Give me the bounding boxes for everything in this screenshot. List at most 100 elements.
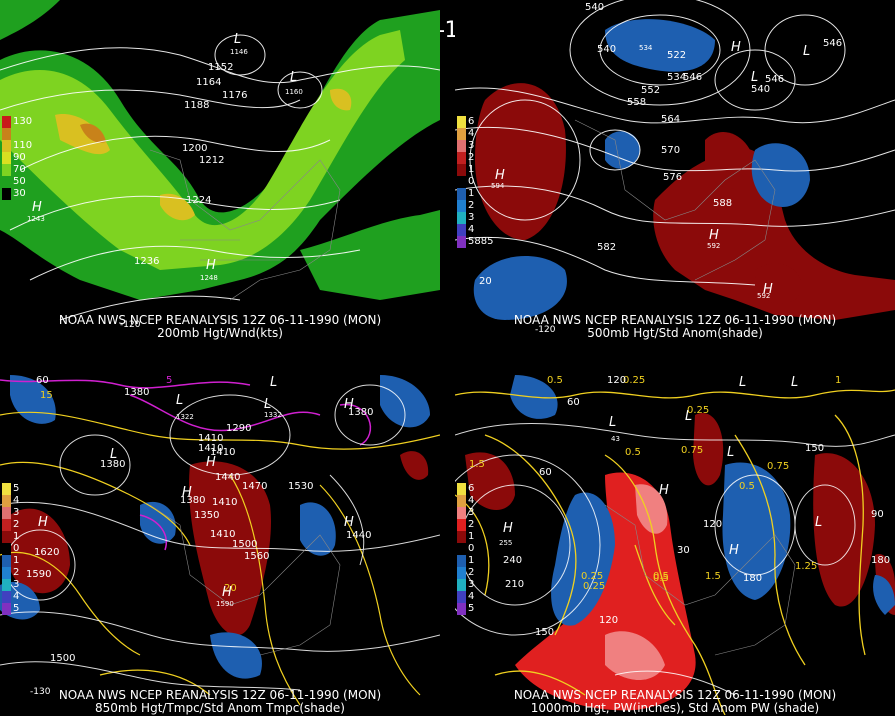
contour-label: 1530 bbox=[288, 481, 314, 492]
high-marker: H bbox=[344, 515, 354, 530]
contour-label: 1188 bbox=[184, 100, 210, 111]
contour-label: 540 bbox=[751, 84, 771, 95]
legend-label: 70 bbox=[13, 164, 26, 175]
legend-swatch bbox=[2, 140, 11, 152]
high-marker: H bbox=[763, 282, 773, 297]
low-marker: L bbox=[815, 515, 823, 530]
contour-label: 1248 bbox=[200, 274, 218, 282]
low-marker: L bbox=[176, 393, 184, 408]
legend-swatch bbox=[2, 591, 11, 603]
contour-label: 1410 bbox=[210, 447, 236, 458]
legend-label: 110 bbox=[13, 140, 33, 151]
legend-swatch bbox=[2, 579, 11, 591]
legend-label: 1 bbox=[13, 555, 20, 566]
contour-label: 1440 bbox=[215, 472, 241, 483]
pw-label: 0.5 bbox=[739, 481, 755, 492]
pw-label: 1 bbox=[835, 375, 842, 386]
map-1000mb bbox=[455, 375, 895, 715]
contour-label: 1380 bbox=[348, 407, 374, 418]
contour-label: 1243 bbox=[27, 215, 45, 223]
contour-label: 1410 bbox=[198, 433, 224, 444]
contour-labels-500mb: 540 540 546 552 558 564 570 576 582 588 … bbox=[455, 0, 895, 340]
legend-swatch bbox=[2, 507, 11, 519]
pw-label: 0.75 bbox=[767, 461, 790, 472]
high-marker: H bbox=[182, 485, 192, 500]
contour-label: 1236 bbox=[134, 256, 160, 267]
low-marker: L bbox=[739, 375, 747, 390]
legend-swatch bbox=[2, 531, 11, 543]
contour-label: 1332 bbox=[264, 411, 282, 419]
legend-swatch bbox=[457, 495, 466, 507]
contour-label: 210 bbox=[505, 579, 525, 590]
legend-label: 5 bbox=[13, 603, 20, 614]
high-marker: H bbox=[206, 258, 216, 273]
contour-label: 1160 bbox=[285, 88, 303, 96]
contour-label: 1380 bbox=[100, 459, 126, 470]
pw-label: 0.25 bbox=[581, 571, 604, 582]
legend-label: 130 bbox=[13, 116, 33, 127]
caption-source: NOAA NWS NCEP REANALYSIS 12Z 06-11-1990 … bbox=[58, 313, 382, 327]
panel-850mb: 5 4 3 2 1 0 1 2 3 4 5 1380 1380 1290 141… bbox=[0, 375, 440, 715]
legend-swatch bbox=[2, 495, 11, 507]
legend-label: 2 bbox=[468, 200, 475, 211]
map-850mb bbox=[0, 375, 440, 706]
map-200mb bbox=[0, 0, 440, 321]
contour-label: 564 bbox=[661, 114, 681, 125]
contour-label: 594 bbox=[491, 182, 505, 190]
legend-swatch bbox=[2, 152, 11, 164]
high-marker: H bbox=[38, 515, 48, 530]
legend-swatch bbox=[2, 164, 11, 176]
legend-label: 3 bbox=[468, 579, 475, 590]
contour-labels-1000mb: 0.5 0.25 0.25 0.5 0.75 1 1.5 0.25 0.5 60… bbox=[455, 375, 895, 715]
low-marker: L bbox=[727, 445, 735, 460]
low-marker: L bbox=[609, 415, 617, 430]
high-marker: H bbox=[495, 168, 505, 183]
legend-label: 0 bbox=[13, 543, 20, 554]
contour-label: 522 bbox=[667, 50, 687, 61]
legend-swatch bbox=[457, 164, 466, 176]
contour-label: 1590 bbox=[216, 600, 234, 608]
legend-swatch bbox=[2, 116, 11, 128]
legend-1000mb: 6 4 3 2 1 0 1 2 3 4 5 bbox=[457, 483, 474, 615]
contour-label: 1200 bbox=[182, 143, 208, 154]
legend-label: 4 bbox=[468, 224, 475, 235]
panel-1000mb-pw: 6 4 3 2 1 0 1 2 3 4 5 0.5 0.25 0.25 0.5 … bbox=[455, 375, 895, 715]
temp-label: 20 bbox=[224, 583, 237, 594]
legend-swatch bbox=[457, 507, 466, 519]
legend-swatch bbox=[2, 519, 11, 531]
high-marker: H bbox=[729, 543, 739, 558]
pw-label: 0.5 bbox=[653, 571, 669, 582]
contour-label: 1410 bbox=[212, 497, 238, 508]
pw-label: 0.25 bbox=[623, 375, 646, 386]
low-marker: L bbox=[264, 397, 272, 412]
pw-label: 0.5 bbox=[625, 447, 641, 458]
contour-label: 60 bbox=[539, 467, 552, 478]
contour-label: 1410 bbox=[210, 529, 236, 540]
longitude-label: -120 bbox=[120, 320, 141, 330]
legend-label: 3 bbox=[468, 212, 475, 223]
legend-swatch bbox=[457, 579, 466, 591]
contour-label: 534 bbox=[639, 44, 653, 52]
legend-label: 5 bbox=[13, 483, 20, 494]
legend-label: 5885 bbox=[468, 236, 494, 247]
contour-label: 20 bbox=[479, 276, 492, 287]
pw-label: 0.5 bbox=[653, 573, 669, 584]
legend-swatch bbox=[457, 555, 466, 567]
pw-label: 0.25 bbox=[583, 581, 606, 592]
legend-swatch bbox=[457, 200, 466, 212]
contour-label: 90 bbox=[871, 509, 884, 520]
legend-850mb: 5 4 3 2 1 0 1 2 3 4 5 bbox=[2, 483, 19, 615]
contour-label: 582 bbox=[597, 242, 617, 253]
legend-label: 3 bbox=[468, 507, 475, 518]
legend-swatch bbox=[2, 128, 11, 140]
contour-label: 1560 bbox=[244, 551, 270, 562]
contour-label: 1224 bbox=[186, 195, 212, 206]
longitude-label: -130 bbox=[30, 687, 51, 697]
low-marker: L bbox=[751, 70, 759, 85]
contour-label: 592 bbox=[707, 242, 721, 250]
legend-swatch bbox=[457, 116, 466, 128]
contour-label: 60 bbox=[36, 375, 49, 386]
contour-label: 60 bbox=[567, 397, 580, 408]
contour-label: 576 bbox=[663, 172, 683, 183]
low-marker: L bbox=[791, 375, 799, 390]
